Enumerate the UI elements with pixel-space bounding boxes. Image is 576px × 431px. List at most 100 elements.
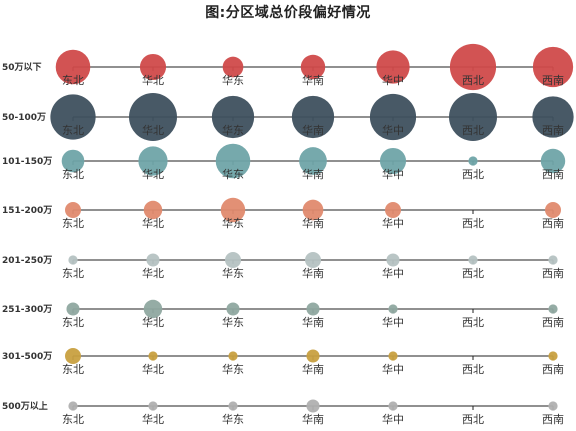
region-label: 华中	[382, 123, 404, 137]
region-label: 东北	[62, 124, 84, 137]
region-label: 东北	[62, 413, 84, 426]
bubble-point	[548, 351, 558, 361]
bubble-point	[211, 95, 255, 139]
region-label: 华北	[142, 362, 164, 376]
bubble-point	[306, 399, 320, 413]
region-label: 华南	[302, 216, 324, 230]
bubble-point	[148, 351, 158, 361]
region-label: 华北	[142, 412, 164, 426]
region-label: 华东	[222, 315, 244, 329]
bubble-point	[548, 401, 558, 411]
band-label: 251-300万	[2, 304, 52, 315]
bubble-point	[388, 351, 398, 361]
region-label: 西北	[462, 267, 484, 280]
bubble-point	[65, 348, 81, 364]
bubble-point	[548, 255, 558, 265]
bubble-point	[68, 401, 78, 411]
region-label: 西南	[542, 168, 564, 181]
bubble-point	[55, 49, 91, 85]
region-label: 华南	[302, 362, 324, 376]
bubble-point	[228, 401, 238, 411]
band-label: 101-150万	[2, 156, 52, 167]
region-label: 华南	[302, 123, 324, 137]
bubble-point	[385, 202, 401, 218]
region-label: 华中	[382, 315, 404, 329]
bubble-point	[61, 149, 85, 173]
region-label: 华中	[382, 362, 404, 376]
bubble-point	[388, 304, 398, 314]
region-label: 西北	[462, 413, 484, 426]
region-label: 华南	[302, 73, 324, 87]
bubble-point	[226, 302, 240, 316]
region-label: 华中	[382, 266, 404, 280]
region-label: 西南	[542, 363, 564, 376]
band-label: 50万以下	[2, 62, 42, 73]
bubble-point	[300, 54, 326, 80]
bubble-point	[222, 56, 244, 78]
region-label: 华中	[382, 73, 404, 87]
region-label: 华南	[302, 266, 324, 280]
region-label: 华中	[382, 216, 404, 230]
region-label: 西北	[462, 316, 484, 329]
bubble-point	[532, 46, 574, 88]
bubble-point	[540, 148, 566, 174]
region-label: 华东	[222, 167, 244, 181]
band-label: 201-250万	[2, 255, 52, 266]
bubble-point	[302, 199, 324, 221]
band-label: 500万以上	[2, 400, 48, 412]
region-label: 华东	[222, 412, 244, 426]
region-label: 华中	[382, 167, 404, 181]
chart-title: 图:分区域总价段偏好情况	[205, 5, 371, 21]
region-label: 东北	[62, 217, 84, 230]
region-label: 西南	[542, 316, 564, 329]
bubble-point	[50, 94, 96, 140]
bubble-point	[468, 255, 478, 265]
region-label: 华东	[222, 362, 244, 376]
region-label: 东北	[62, 267, 84, 280]
bubble-point	[306, 349, 320, 363]
bubble-point	[548, 304, 558, 314]
region-label: 华东	[222, 73, 244, 87]
region-label: 西南	[542, 124, 564, 137]
bubble-point	[225, 252, 241, 268]
bubble-point	[449, 43, 497, 91]
region-label: 华北	[142, 123, 164, 137]
region-label: 华南	[302, 315, 324, 329]
bubble-point	[138, 146, 168, 176]
region-label: 东北	[62, 168, 84, 181]
bubble-point	[143, 299, 163, 319]
bubble-point	[220, 197, 246, 223]
region-label: 华北	[142, 315, 164, 329]
bubble-point	[65, 202, 81, 218]
region-label: 东北	[62, 74, 84, 87]
bubble-point	[66, 302, 80, 316]
band-label: 151-200万	[2, 205, 52, 216]
bubble-point	[68, 255, 78, 265]
region-label: 华南	[302, 167, 324, 181]
region-label: 西南	[542, 217, 564, 230]
region-label: 东北	[62, 316, 84, 329]
bubble-point	[228, 351, 238, 361]
region-label: 华北	[142, 266, 164, 280]
bubble-point	[376, 50, 410, 84]
band-label: 301-500万	[2, 351, 52, 362]
bubble-point	[306, 302, 320, 316]
region-label: 华北	[142, 216, 164, 230]
bubble-point	[129, 93, 177, 141]
bubble-point	[369, 93, 417, 141]
band-label: 50-100万	[2, 112, 46, 123]
bubble-point	[291, 95, 335, 139]
bubble-point	[148, 401, 158, 411]
region-label: 华东	[222, 123, 244, 137]
bubble-point	[305, 252, 321, 268]
region-label: 华中	[382, 412, 404, 426]
region-label: 西南	[542, 267, 564, 280]
